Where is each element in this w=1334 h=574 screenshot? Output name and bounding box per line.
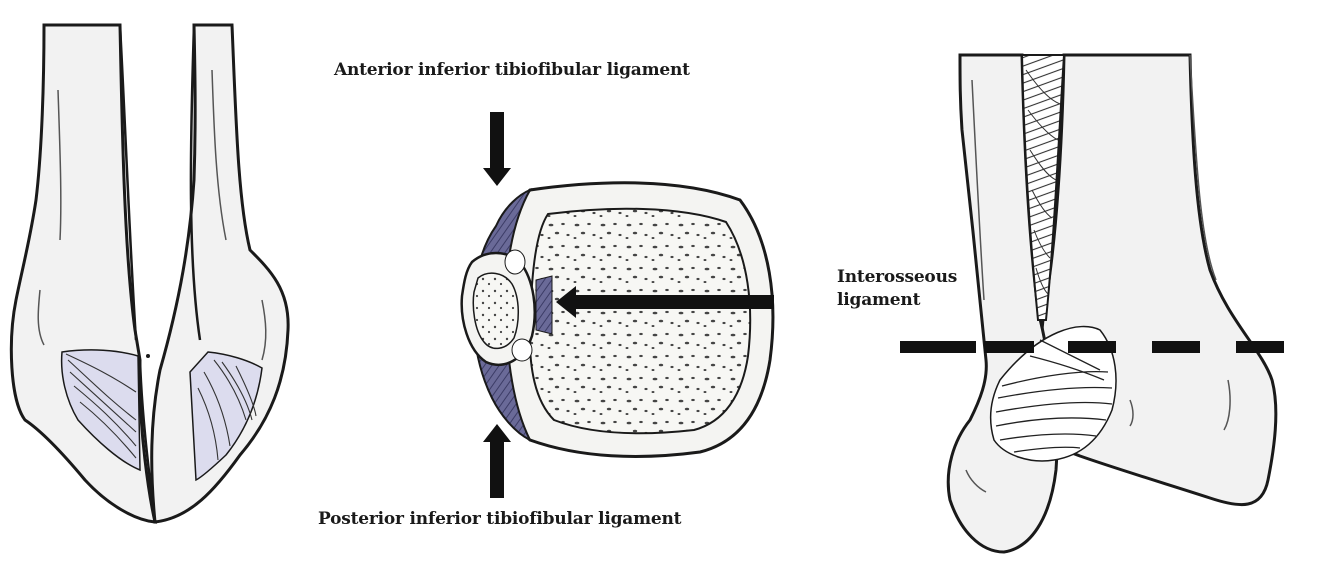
label-interosseous-ligament: Interosseous ligament xyxy=(837,266,957,312)
left-ligament-lateral xyxy=(189,351,263,482)
right-ligament-fan xyxy=(989,325,1117,462)
label-anterior-ligament: Anterior inferior tibiofibular ligament xyxy=(334,60,690,80)
arrow-anterior xyxy=(483,112,511,186)
arrow-interosseous xyxy=(556,286,774,318)
label-interosseous-line1: Interosseous xyxy=(837,267,958,287)
right-interosseous-membrane xyxy=(1020,54,1066,321)
label-posterior-ligament: Posterior inferior tibiofibular ligament xyxy=(318,509,682,529)
left-ankle-anterior-view xyxy=(9,23,290,524)
dashed-level-line xyxy=(900,341,1284,353)
center-cross-section xyxy=(460,112,775,498)
arrow-posterior xyxy=(483,424,511,498)
label-interosseous-line2: ligament xyxy=(837,290,921,310)
right-ankle-coronal-view xyxy=(900,53,1284,554)
